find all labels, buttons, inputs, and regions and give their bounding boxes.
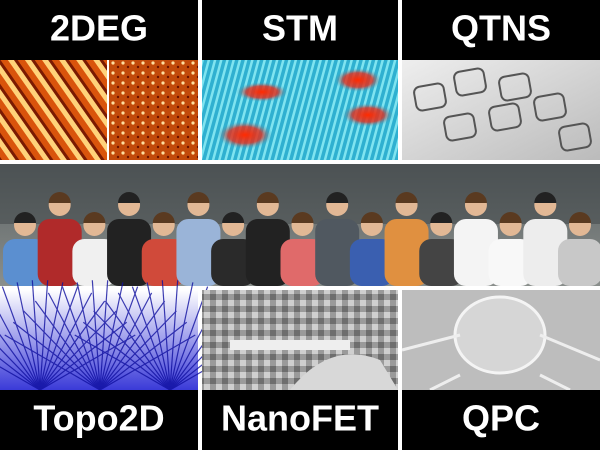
fan-line	[169, 280, 179, 391]
fan-line	[47, 292, 101, 391]
fan-line	[1, 286, 41, 391]
fan-line	[146, 282, 171, 391]
label-bar	[402, 0, 600, 60]
fan-line	[23, 310, 101, 391]
fan-line	[0, 347, 41, 391]
fan-line	[169, 286, 209, 391]
person-body	[72, 239, 117, 286]
person-hair	[291, 212, 314, 223]
panel-label: 2DEG	[50, 8, 148, 49]
fan-line	[34, 300, 101, 391]
image-nanofet	[202, 290, 398, 390]
image-topo2d	[0, 280, 266, 391]
fan-line	[76, 282, 101, 391]
label-bar	[202, 390, 398, 450]
person-body	[3, 239, 47, 286]
image-2deg	[0, 60, 198, 160]
person-hair	[395, 192, 418, 203]
person-hair	[222, 212, 245, 223]
fan-line	[39, 300, 106, 391]
fan-line	[0, 366, 41, 391]
person-hair	[464, 192, 487, 203]
fan-line	[39, 334, 136, 391]
fan-line	[117, 292, 171, 391]
person-hair	[83, 212, 106, 223]
person-hair	[256, 192, 279, 203]
person-hair	[118, 192, 141, 203]
fan-line	[99, 310, 177, 391]
person-body	[419, 239, 464, 286]
fan-line	[93, 310, 171, 391]
fan-line	[39, 286, 79, 391]
panel-label: Topo2D	[33, 398, 164, 439]
person-hair	[14, 212, 36, 223]
fan-line	[39, 282, 64, 391]
fan-line	[104, 300, 171, 391]
panel-label: QPC	[462, 398, 540, 439]
fan-line	[74, 334, 171, 391]
person-hair	[569, 212, 591, 223]
person-hair	[187, 192, 210, 203]
person-body	[176, 219, 221, 286]
panel-label: QTNS	[451, 8, 551, 49]
person-body	[315, 219, 360, 286]
person-body	[37, 219, 82, 286]
image-qpc	[401, 290, 600, 392]
person-body	[453, 219, 498, 286]
person-hair	[360, 212, 383, 223]
person-body	[280, 239, 325, 286]
fan-line	[0, 313, 41, 391]
panel-label: NanoFET	[221, 398, 379, 439]
person-body	[245, 219, 290, 286]
image-qtns	[402, 60, 600, 160]
image-stm	[202, 60, 398, 160]
person-hair	[534, 192, 557, 203]
fan-line	[31, 280, 41, 391]
group-photo	[0, 164, 600, 286]
fan-line	[39, 310, 117, 391]
person-body	[384, 219, 429, 286]
fan-line	[131, 286, 171, 391]
person-hair	[48, 192, 71, 203]
fan-line	[0, 333, 41, 391]
fan-line	[91, 280, 101, 391]
fan-line	[99, 286, 139, 391]
fan-line	[99, 292, 153, 391]
label-bar	[402, 390, 600, 450]
person-hair	[152, 212, 175, 223]
fan-line	[99, 282, 124, 391]
label-bar	[202, 0, 398, 60]
person-body	[523, 219, 568, 286]
label-bar	[0, 390, 198, 450]
label-bar	[0, 0, 198, 60]
person-body	[558, 239, 600, 286]
fan-line	[12, 321, 101, 391]
fan-line	[0, 357, 41, 391]
person-body	[211, 239, 256, 286]
person-hair	[430, 212, 453, 223]
fan-line	[4, 334, 101, 391]
fan-line	[39, 280, 49, 391]
fan-line	[169, 282, 194, 391]
fan-line	[16, 282, 41, 391]
person-body	[107, 219, 152, 286]
person-hair	[326, 192, 349, 203]
fan-line	[99, 321, 188, 391]
person-body	[141, 239, 186, 286]
person-body	[488, 239, 533, 286]
fan-line	[82, 321, 171, 391]
panel-label: STM	[262, 8, 338, 49]
fan-line	[99, 280, 109, 391]
person-body	[349, 239, 394, 286]
person-hair	[499, 212, 522, 223]
fan-line	[161, 280, 171, 391]
